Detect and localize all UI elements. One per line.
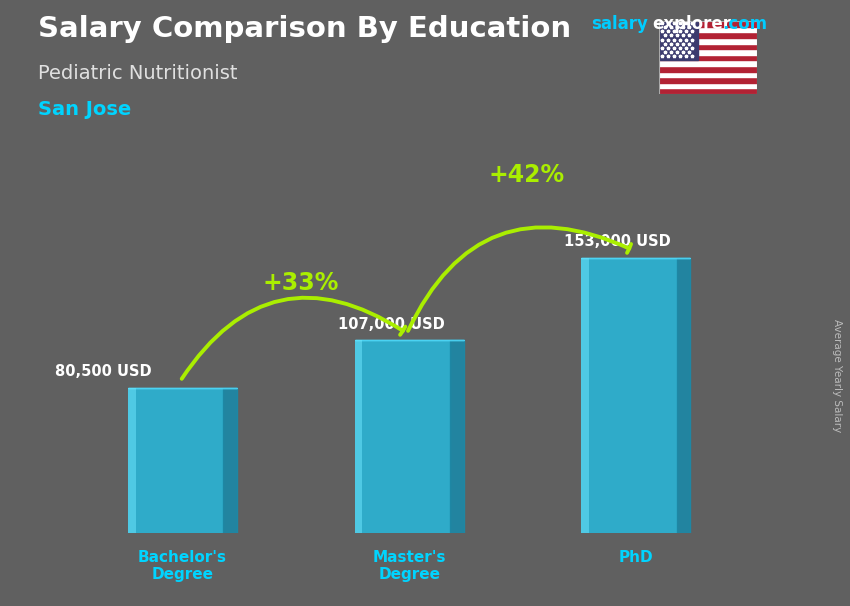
Polygon shape [224,388,237,533]
Bar [659,44,756,49]
Text: +42%: +42% [489,163,565,187]
FancyBboxPatch shape [581,258,589,533]
FancyBboxPatch shape [354,341,362,533]
Text: .com: .com [722,15,768,33]
Text: 107,000 USD: 107,000 USD [337,316,445,331]
Polygon shape [677,258,690,533]
Text: +33%: +33% [262,270,338,295]
Text: Average Yearly Salary: Average Yearly Salary [832,319,842,432]
Text: San Jose: San Jose [38,100,132,119]
FancyBboxPatch shape [354,341,450,533]
Text: Pediatric Nutritionist: Pediatric Nutritionist [38,64,238,82]
Text: explorer: explorer [652,15,731,33]
FancyBboxPatch shape [581,258,677,533]
Bar [659,27,756,32]
Bar [659,49,756,55]
Bar [659,88,756,94]
Bar [659,66,756,72]
Bar [659,21,756,27]
Bar [659,72,756,77]
Text: 80,500 USD: 80,500 USD [54,364,151,379]
FancyBboxPatch shape [128,388,224,533]
Text: Salary Comparison By Education: Salary Comparison By Education [38,15,571,43]
Bar [659,55,756,61]
FancyBboxPatch shape [128,388,136,533]
Bar [659,38,756,44]
Text: 153,000 USD: 153,000 USD [564,234,671,248]
Bar [659,32,756,38]
Polygon shape [450,341,463,533]
Bar [659,21,698,61]
Bar [659,83,756,88]
Bar [659,61,756,66]
Text: salary: salary [591,15,648,33]
Bar [659,77,756,83]
